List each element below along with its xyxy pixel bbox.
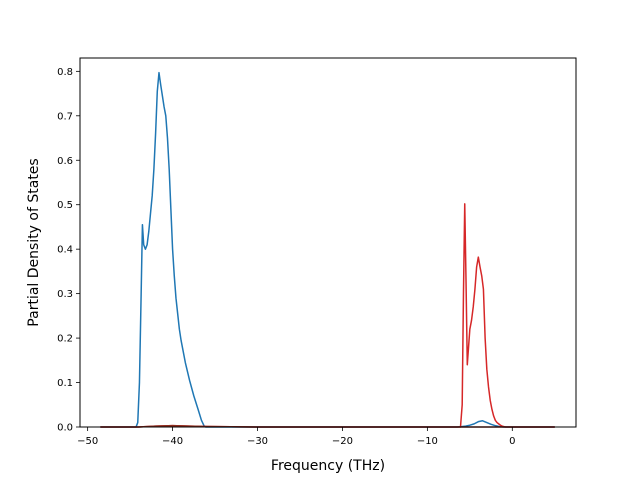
y-axis-label: Partial Density of States bbox=[26, 158, 42, 326]
y-tick-label: 0.1 bbox=[57, 378, 73, 389]
x-tick-label: −30 bbox=[247, 436, 268, 447]
y-tick-label: 0.7 bbox=[57, 111, 73, 122]
y-tick-label: 0.5 bbox=[57, 200, 73, 211]
series-line-1 bbox=[100, 71, 555, 428]
y-tick-label: 0.3 bbox=[57, 289, 73, 300]
y-tick-label: 0.4 bbox=[57, 245, 73, 256]
y-axis-ticks: 0.0 0.1 0.2 0.3 0.4 0.5 0.6 0.7 0.8 bbox=[57, 67, 80, 434]
x-axis-label: Frequency (THz) bbox=[271, 458, 385, 474]
x-tick-label: −50 bbox=[77, 436, 98, 447]
y-tick-label: 0.6 bbox=[57, 156, 73, 167]
y-tick-label: 0.0 bbox=[57, 423, 73, 434]
x-tick-label: −10 bbox=[417, 436, 438, 447]
x-tick-label: 0 bbox=[509, 436, 515, 447]
x-tick-label: −20 bbox=[332, 436, 353, 447]
x-axis-ticks: −50 −40 −30 −20 −10 0 bbox=[77, 427, 515, 447]
x-tick-label: −40 bbox=[162, 436, 183, 447]
plot-area: −50 −40 −30 −20 −10 0 0.00.10.20.30.40.50.60.… bbox=[57, 57, 577, 447]
y-tick-label: 0.8 bbox=[57, 67, 73, 78]
y-tick-label: 0.2 bbox=[57, 334, 73, 345]
axes-frame bbox=[79, 57, 577, 428]
